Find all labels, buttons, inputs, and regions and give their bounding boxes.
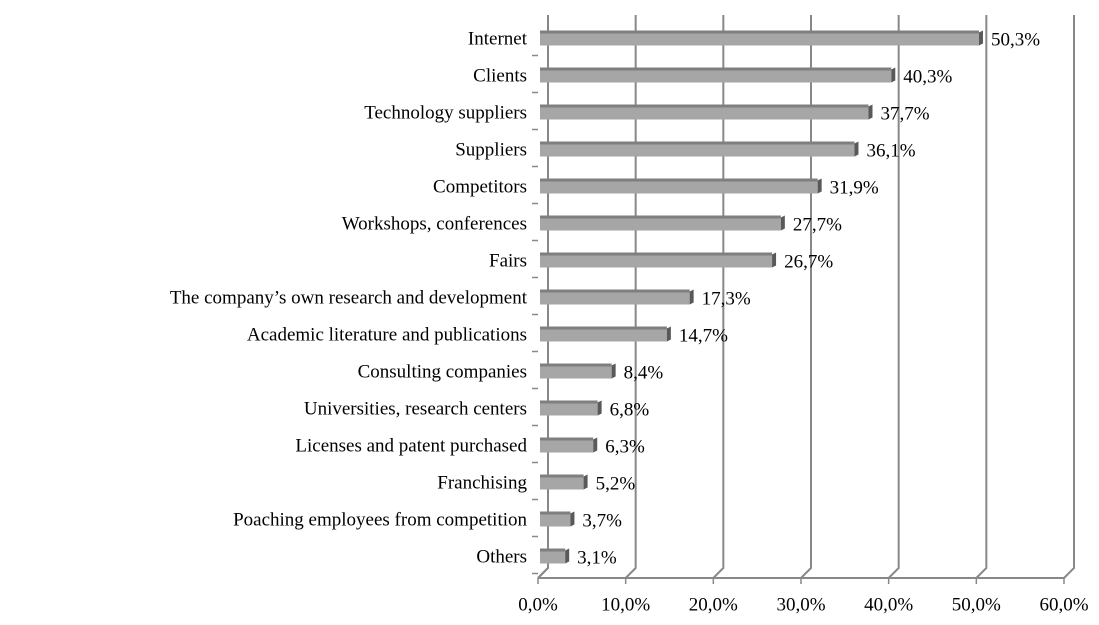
y-tick-label: Competitors xyxy=(433,176,527,197)
bar xyxy=(540,106,869,120)
value-label: 6,3% xyxy=(605,436,645,457)
bar-top xyxy=(540,474,584,478)
y-tick-label: Suppliers xyxy=(455,139,527,160)
y-tick-label: Universities, research centers xyxy=(304,398,527,419)
y-tick-label: The company’s own research and developme… xyxy=(170,287,528,308)
y-tick-label: Academic literature and publications xyxy=(247,324,527,345)
bar-top xyxy=(540,511,571,515)
bar xyxy=(540,32,979,46)
bar-top xyxy=(540,104,869,108)
bar-side xyxy=(868,104,873,120)
bar-side xyxy=(817,178,822,194)
bar xyxy=(540,513,571,527)
bar-side xyxy=(570,511,575,527)
y-tick-label: Others xyxy=(476,546,527,567)
x-tick-label: 10,0% xyxy=(601,594,650,615)
y-tick-label: Fairs xyxy=(489,250,527,271)
bar-top xyxy=(540,363,612,367)
bar xyxy=(540,143,855,157)
bar-top xyxy=(540,141,855,145)
y-tick-label: Franchising xyxy=(437,472,527,493)
value-label: 14,7% xyxy=(679,325,728,346)
bar-side xyxy=(891,67,896,83)
grid-line xyxy=(1063,15,1075,579)
x-tick-label: 40,0% xyxy=(864,594,913,615)
bar xyxy=(540,254,773,268)
value-label: 8,4% xyxy=(624,362,664,383)
value-label: 27,7% xyxy=(793,214,842,235)
value-label: 3,1% xyxy=(577,547,617,568)
x-tick-label: 50,0% xyxy=(952,594,1001,615)
value-label: 37,7% xyxy=(881,103,930,124)
bar-top xyxy=(540,30,979,34)
bar-top xyxy=(540,437,594,441)
bar-top xyxy=(540,400,598,404)
bar xyxy=(540,180,818,194)
bar-side xyxy=(583,474,588,490)
bar-side xyxy=(593,437,598,453)
bar-side xyxy=(772,252,777,268)
bar-side xyxy=(597,400,602,416)
y-tick-label: Poaching employees from competition xyxy=(233,509,527,530)
grid-line xyxy=(537,15,549,579)
x-tick-label: 0,0% xyxy=(518,594,558,615)
bar xyxy=(540,291,690,305)
bar-side xyxy=(565,548,570,564)
grid-line xyxy=(887,15,900,579)
y-tick-label: Licenses and patent purchased xyxy=(295,435,527,456)
y-tick-label: Internet xyxy=(468,28,528,49)
grid-line xyxy=(624,15,637,579)
bar-top xyxy=(540,289,690,293)
y-tick-label: Workshops, conferences xyxy=(342,213,527,234)
x-tick-label: 60,0% xyxy=(1039,594,1088,615)
value-label: 36,1% xyxy=(866,140,915,161)
value-label: 6,8% xyxy=(610,399,650,420)
y-tick-label: Clients xyxy=(473,65,527,86)
bar-side xyxy=(689,289,694,305)
bar xyxy=(540,328,667,342)
bar-side xyxy=(666,326,671,342)
y-tick-label: Technology suppliers xyxy=(364,102,527,123)
bar-top xyxy=(540,252,773,256)
value-label: 3,7% xyxy=(582,510,622,531)
value-label: 17,3% xyxy=(702,288,751,309)
grid-line xyxy=(975,15,988,579)
bar xyxy=(540,365,612,379)
value-label: 31,9% xyxy=(830,177,879,198)
grid-line xyxy=(800,15,812,579)
bar xyxy=(540,69,892,83)
bar-top xyxy=(540,326,667,330)
y-tick-label: Consulting companies xyxy=(358,361,527,382)
bar xyxy=(540,402,598,416)
bar-top xyxy=(540,178,818,182)
bar-side xyxy=(611,363,616,379)
bar-side xyxy=(780,215,785,231)
bar-top xyxy=(540,67,892,71)
bar xyxy=(540,217,781,231)
bar xyxy=(540,439,594,453)
grid-line xyxy=(712,15,725,579)
x-tick-label: 20,0% xyxy=(689,594,738,615)
value-label: 40,3% xyxy=(903,66,952,87)
bar-side xyxy=(854,141,859,157)
x-tick-label: 30,0% xyxy=(776,594,825,615)
bar xyxy=(540,476,584,490)
value-label: 50,3% xyxy=(991,29,1040,50)
bar-side xyxy=(978,30,983,46)
bar-top xyxy=(540,548,566,552)
value-label: 5,2% xyxy=(596,473,636,494)
value-label: 26,7% xyxy=(784,251,833,272)
bar-top xyxy=(540,215,781,219)
bar xyxy=(540,550,566,564)
